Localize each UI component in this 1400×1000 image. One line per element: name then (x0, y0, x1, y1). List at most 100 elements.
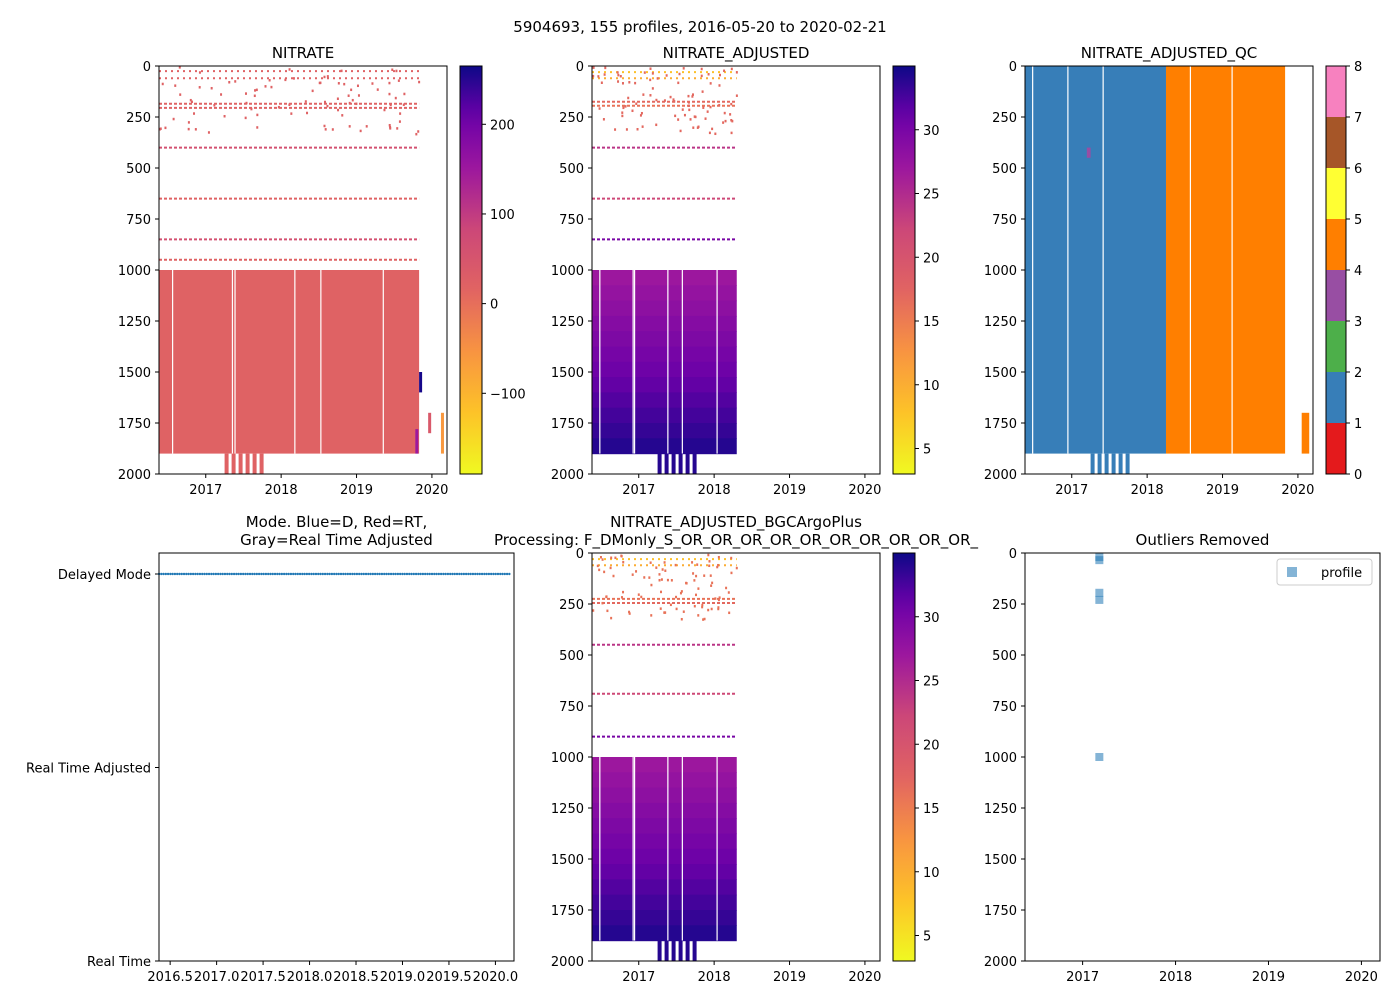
nitrate-surface-speck (244, 116, 247, 120)
outliers-point (1095, 588, 1104, 597)
nitrate_adjusted_bgc-surface-speck (661, 568, 664, 571)
nitrate_adjusted_qc-profile-gap (1231, 66, 1233, 454)
nitrate_adjusted_bgc-deep-band (592, 802, 737, 819)
nitrate_adjusted-surface-speck (724, 119, 727, 123)
mode-point (196, 572, 199, 576)
nitrate_adjusted_qc-y-tick-label: 1000 (984, 264, 1017, 279)
nitrate_adjusted-surface-speck (636, 127, 639, 131)
nitrate-surface-speck (223, 114, 226, 118)
nitrate_adjusted-surface-speck (730, 102, 733, 106)
mode-point (207, 572, 211, 576)
nitrate_adjusted_bgc-surface-speck (609, 566, 612, 570)
nitrate-surface-speck (253, 94, 256, 98)
nitrate_adjusted_bgc-y-tick-label: 1750 (551, 904, 584, 919)
nitrate_adjusted_bgc-deep-band (592, 787, 737, 804)
nitrate_adjusted_bgc-surface-speck (599, 555, 602, 559)
nitrate_adjusted-surface-speck (604, 66, 607, 70)
nitrate-surface-speck (388, 92, 391, 96)
nitrate_adjusted-profile-gap (681, 270, 683, 454)
nitrate_adjusted-surface-speck (707, 73, 710, 76)
outliers-y-tick-label: 500 (992, 649, 1017, 664)
nitrate_adjusted_qc-y-tick-label: 750 (992, 213, 1017, 228)
mode-point (323, 572, 327, 576)
nitrate_adjusted_bgc-y-tick-label: 2000 (551, 955, 584, 970)
nitrate_adjusted-profile-gap (633, 270, 636, 454)
nitrate_adjusted_bgc-surface-speck (703, 617, 706, 621)
nitrate_adjusted_bgc-surface-speck (603, 570, 606, 574)
nitrate_adjusted_bgc-colorbar-tick-label: 10 (923, 866, 940, 881)
nitrate_adjusted_bgc-surface-speck (598, 568, 601, 572)
nitrate_adjusted_bgc-colorbar-tick-label: 30 (923, 611, 940, 626)
mode-point (314, 572, 318, 576)
nitrate-surface-speck (323, 100, 326, 104)
nitrate_adjusted-surface-speck (697, 125, 700, 129)
mode-x-tick-label: 2017.5 (240, 970, 286, 985)
nitrate_adjusted_bgc-surface-speck (711, 581, 714, 585)
nitrate_adjusted_qc-x-tick-label: 2020 (1281, 483, 1314, 498)
nitrate-profile-gap (172, 270, 174, 454)
mode-point (251, 572, 254, 576)
mode-point (176, 572, 179, 576)
mode-point (305, 572, 309, 576)
mode-point (389, 572, 393, 576)
nitrate_adjusted_bgc-surface-speck (709, 574, 712, 577)
nitrate_adjusted_qc-profile-gap (1102, 66, 1104, 454)
nitrate_adjusted-surface-speck (600, 81, 603, 84)
nitrate-y-tick-label: 0 (143, 60, 151, 75)
nitrate_adjusted-surface-speck (681, 108, 684, 111)
nitrate_adjusted_bgc-surface-speck (622, 560, 625, 564)
mode-point (401, 572, 404, 576)
outliers-x-tick-label: 2018 (1159, 970, 1192, 985)
nitrate-deep-fringe (231, 453, 236, 474)
mode-point (353, 572, 356, 576)
mode-point (160, 572, 163, 576)
nitrate_adjusted-surface-speck (674, 114, 677, 118)
nitrate_adjusted-deep-fringe (678, 453, 683, 474)
nitrate_adjusted_bgc-surface-speck (658, 578, 661, 582)
nitrate_adjusted-surface-speck (621, 114, 624, 118)
nitrate-surface-speck (159, 127, 162, 130)
mode-point (398, 572, 402, 576)
nitrate_adjusted-surface-speck (616, 71, 619, 74)
mode-point (226, 572, 229, 576)
nitrate_adjusted_qc-colorbar-category (1326, 219, 1346, 270)
mode-point (312, 572, 315, 576)
nitrate_adjusted_bgc-surface-speck (679, 591, 682, 595)
mode-point (189, 572, 193, 576)
mode-point (182, 572, 186, 576)
nitrate_adjusted-surface-speck (655, 98, 658, 102)
nitrate_adjusted-surface-speck (617, 80, 620, 83)
nitrate-deep-fringe (238, 453, 243, 474)
mode-point (410, 572, 413, 576)
nitrate_adjusted_bgc-y-tick-label: 250 (559, 598, 584, 613)
nitrate-surface-speck (189, 98, 192, 102)
mode-point (344, 572, 347, 576)
mode-point (362, 572, 365, 576)
nitrate_adjusted_bgc-surface-speck (703, 574, 706, 577)
nitrate_adjusted-surface-speck (718, 103, 721, 107)
mode-point (458, 572, 461, 576)
nitrate_adjusted_bgc-axes-frame (591, 552, 881, 962)
outliers-y-tick-label: 750 (992, 700, 1017, 715)
nitrate_adjusted_bgc-surface-speck (605, 595, 608, 599)
nitrate_adjusted_bgc-deep-fringe (685, 940, 690, 961)
nitrate_adjusted_bgc-surface-speck (696, 563, 699, 566)
nitrate_adjusted_bgc-heatmap (592, 553, 738, 961)
mode-point (505, 572, 509, 576)
nitrate-surface-speck (234, 80, 237, 83)
mode-point (489, 572, 493, 576)
mode-point (194, 572, 197, 576)
mode-point (369, 572, 372, 576)
mode-point (221, 572, 224, 576)
nitrate_adjusted-surface-speck (682, 67, 685, 70)
nitrate-surface-speck (357, 94, 360, 97)
nitrate-surface-speck (187, 121, 190, 124)
nitrate_adjusted_bgc-x-tick-label: 2017 (622, 970, 655, 985)
mode-point (383, 572, 386, 576)
nitrate_adjusted_qc-x-tick-label: 2019 (1206, 483, 1239, 498)
nitrate-surface-speck (402, 103, 405, 107)
nitrate_adjusted_bgc-surface-speck (669, 603, 672, 607)
mode-point (460, 572, 463, 576)
mode-point (355, 572, 359, 576)
